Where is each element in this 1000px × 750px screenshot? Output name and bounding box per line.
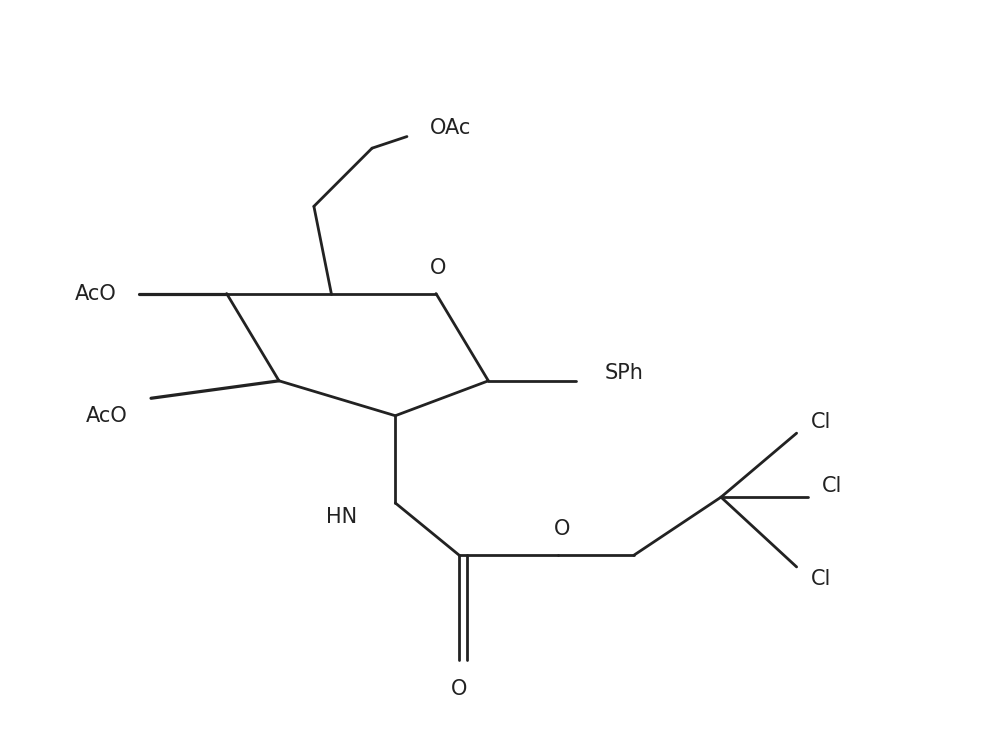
Text: SPh: SPh [605,363,644,382]
Text: Cl: Cl [811,412,831,431]
Text: AcO: AcO [86,406,128,426]
Text: OAc: OAc [430,118,472,139]
Text: HN: HN [326,507,357,527]
Text: AcO: AcO [74,284,116,304]
Text: O: O [451,679,467,699]
Text: O: O [553,518,570,538]
Text: O: O [430,258,447,278]
Text: Cl: Cl [822,476,843,496]
Text: Cl: Cl [811,568,831,589]
